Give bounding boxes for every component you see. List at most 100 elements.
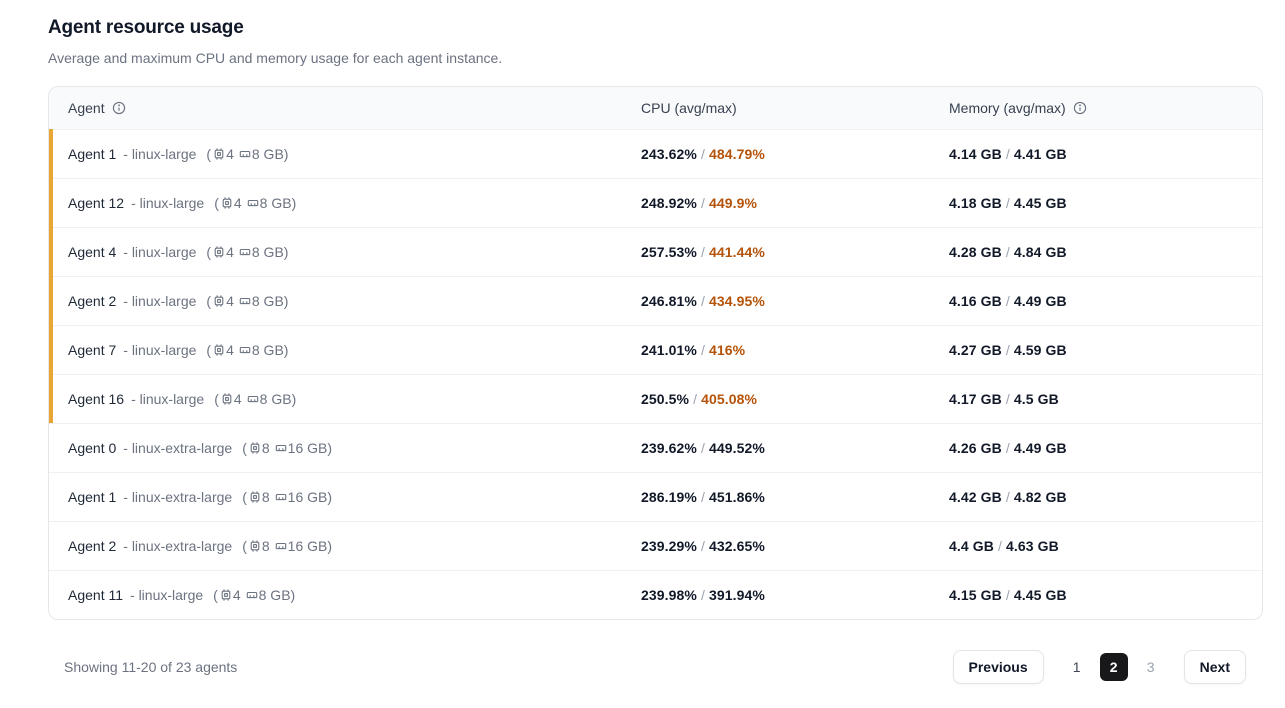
cpu-count: 4 <box>226 244 234 260</box>
memory-max-value: 4.45 GB <box>1013 587 1067 603</box>
next-button[interactable]: Next <box>1183 650 1246 684</box>
agent-name: Agent 1 <box>68 146 117 162</box>
agent-info-icon[interactable] <box>112 101 126 115</box>
memory-size: 16 GB <box>287 489 328 505</box>
slash-separator: / <box>700 489 705 505</box>
cpu-usage-cell: 239.29%/432.65% <box>641 538 949 554</box>
cpu-avg-value: 248.92% <box>641 195 697 211</box>
cpu-usage-cell: 246.81%/434.95% <box>641 293 949 309</box>
memory-avg-value: 4.4 GB <box>949 538 994 554</box>
paren-close: ) <box>283 293 289 309</box>
slash-separator: / <box>700 195 705 211</box>
memory-icon <box>247 197 259 209</box>
cpu-max-value: 405.08% <box>701 391 758 407</box>
agent-cell: Agent 11 - linux-large ( 4 <box>49 587 641 603</box>
memory-size: 8 GB <box>251 342 284 358</box>
cpu-avg-value: 257.53% <box>641 244 697 260</box>
memory-icon <box>239 344 251 356</box>
column-header-memory: Memory (avg/max) <box>949 100 1262 116</box>
slash-separator: / <box>700 538 705 554</box>
cpu-usage-cell: 248.92%/449.9% <box>641 195 949 211</box>
cpu-count: 4 <box>226 146 234 162</box>
paren-open: ( <box>242 489 247 505</box>
paren-close: ) <box>327 538 333 554</box>
memory-usage-cell: 4.4 GB/4.63 GB <box>949 538 1262 554</box>
slash-separator: / <box>1005 244 1010 260</box>
memory-avg-value: 4.15 GB <box>949 587 1002 603</box>
paren-close: ) <box>327 489 333 505</box>
page-number-3[interactable]: 3 <box>1137 653 1165 681</box>
cpu-max-value: 441.44% <box>708 244 765 260</box>
agent-type: - linux-large <box>123 293 197 309</box>
slash-separator: / <box>1005 440 1010 456</box>
memory-icon <box>275 540 287 552</box>
cpu-usage-cell: 250.5%/405.08% <box>641 391 949 407</box>
page-number-2[interactable]: 2 <box>1099 653 1128 681</box>
memory-max-value: 4.41 GB <box>1013 146 1067 162</box>
cpu-chip-icon <box>221 393 233 405</box>
memory-usage-cell: 4.17 GB/4.5 GB <box>949 391 1262 407</box>
cpu-count: 4 <box>226 293 234 309</box>
cpu-chip-icon <box>213 246 225 258</box>
slash-separator: / <box>1005 587 1010 603</box>
paren-open: ( <box>206 146 212 162</box>
agent-cell: Agent 0 - linux-extra-large ( 8 <box>49 440 641 456</box>
memory-avg-value: 4.14 GB <box>949 146 1002 162</box>
memory-info-icon[interactable] <box>1073 101 1087 115</box>
previous-button[interactable]: Previous <box>952 650 1044 684</box>
memory-icon <box>275 442 287 454</box>
cpu-avg-value: 250.5% <box>641 391 690 407</box>
memory-avg-value: 4.26 GB <box>949 440 1002 456</box>
page-number-1[interactable]: 1 <box>1063 653 1091 681</box>
agent-type: - linux-large <box>123 342 197 358</box>
paren-open: ( <box>214 391 219 407</box>
agent-type: - linux-large <box>130 587 204 603</box>
agent-type: - linux-large <box>131 391 205 407</box>
table-row: Agent 12 - linux-large ( 4 <box>49 178 1262 227</box>
slash-separator: / <box>700 293 705 309</box>
memory-usage-cell: 4.27 GB/4.59 GB <box>949 342 1262 358</box>
column-header-cpu: CPU (avg/max) <box>641 100 949 116</box>
agent-cell: Agent 2 - linux-extra-large ( 8 <box>49 538 641 554</box>
cpu-chip-icon <box>249 442 261 454</box>
slash-separator: / <box>700 440 705 456</box>
memory-usage-cell: 4.42 GB/4.82 GB <box>949 489 1262 505</box>
table-row: Agent 1 - linux-large ( 4 <box>49 129 1262 178</box>
cpu-usage-cell: 241.01%/416% <box>641 342 949 358</box>
agent-type: - linux-extra-large <box>123 440 233 456</box>
memory-avg-value: 4.17 GB <box>949 391 1002 407</box>
cpu-avg-value: 241.01% <box>641 342 697 358</box>
column-header-agent: Agent <box>49 100 641 116</box>
cpu-chip-icon <box>213 295 225 307</box>
cpu-chip-icon <box>213 148 225 160</box>
agent-type: - linux-extra-large <box>123 489 233 505</box>
memory-max-value: 4.49 GB <box>1013 293 1067 309</box>
memory-size: 16 GB <box>287 538 328 554</box>
memory-size: 8 GB <box>259 391 292 407</box>
table-header-row: Agent CPU (avg/max) Memory (avg/max) <box>49 87 1262 129</box>
memory-usage-cell: 4.18 GB/4.45 GB <box>949 195 1262 211</box>
memory-size: 8 GB <box>259 195 292 211</box>
cpu-max-value: 432.65% <box>708 538 765 554</box>
paren-open: ( <box>206 293 212 309</box>
cpu-count: 4 <box>233 195 242 211</box>
memory-avg-value: 4.16 GB <box>949 293 1002 309</box>
agent-name: Agent 1 <box>68 489 117 505</box>
cpu-chip-icon <box>213 344 225 356</box>
slash-separator: / <box>1005 146 1010 162</box>
agent-type: - linux-large <box>123 146 197 162</box>
cpu-count: 4 <box>233 391 242 407</box>
table-row: Agent 2 - linux-large ( 4 <box>49 276 1262 325</box>
paren-close: ) <box>290 587 296 603</box>
agent-specs: ( 8 <box>242 489 332 505</box>
cpu-count: 4 <box>232 587 241 603</box>
table-row: Agent 0 - linux-extra-large ( 8 <box>49 423 1262 472</box>
agent-specs: ( 4 <box>206 342 288 358</box>
agent-specs: ( 4 <box>206 244 288 260</box>
cpu-max-value: 449.9% <box>708 195 758 211</box>
memory-max-value: 4.59 GB <box>1013 342 1067 358</box>
agent-name: Agent 2 <box>68 538 117 554</box>
cpu-count: 4 <box>226 342 234 358</box>
